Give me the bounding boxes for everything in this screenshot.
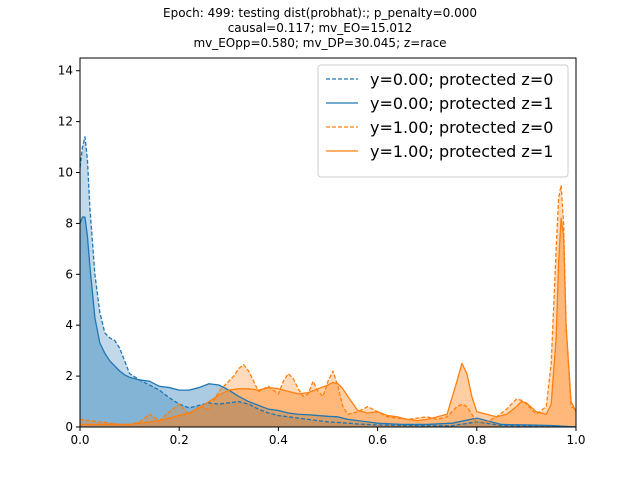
series-area-2 bbox=[80, 217, 576, 427]
y-tick-label-4: 8 bbox=[65, 216, 73, 230]
title-line-3: mv_EOpp=0.580; mv_DP=30.045; z=race bbox=[193, 36, 446, 50]
legend-label-3: y=1.00; protected z=0 bbox=[370, 118, 553, 137]
series-line-2 bbox=[79, 216, 577, 428]
x-tick-label-4: 0.8 bbox=[467, 433, 486, 447]
legend-label-4: y=1.00; protected z=1 bbox=[370, 142, 553, 161]
y-tick-label-0: 0 bbox=[65, 420, 73, 434]
x-tick-label-5: 1.0 bbox=[566, 433, 585, 447]
y-tick-label-5: 10 bbox=[58, 166, 73, 180]
x-tick-label-2: 0.4 bbox=[269, 433, 288, 447]
legend-label-1: y=0.00; protected z=0 bbox=[370, 70, 553, 89]
title-line-2: causal=0.117; mv_EO=15.012 bbox=[228, 21, 413, 35]
y-axis: 0 2 4 6 8 10 12 14 bbox=[58, 64, 80, 434]
x-tick-label-0: 0.0 bbox=[70, 433, 89, 447]
y-tick-label-2: 4 bbox=[65, 318, 73, 332]
x-axis: 0.0 0.2 0.4 0.6 0.8 1.0 bbox=[70, 427, 586, 447]
series-line-4 bbox=[80, 217, 577, 426]
y-tick-label-6: 12 bbox=[58, 115, 73, 129]
title-line-1: Epoch: 499: testing dist(probhat):; p_pe… bbox=[163, 6, 477, 20]
y-tick-label-3: 6 bbox=[65, 267, 73, 281]
x-tick-label-3: 0.6 bbox=[368, 433, 387, 447]
y-tick-label-1: 2 bbox=[65, 369, 73, 383]
density-lines bbox=[79, 136, 577, 428]
y-tick-label-7: 14 bbox=[58, 64, 73, 78]
x-tick-label-1: 0.2 bbox=[170, 433, 189, 447]
legend: y=0.00; protected z=0 y=0.00; protected z… bbox=[317, 64, 569, 178]
series-line-3 bbox=[79, 184, 577, 426]
legend-frame bbox=[317, 64, 569, 178]
series-line-1 bbox=[79, 136, 577, 428]
legend-label-2: y=0.00; protected z=1 bbox=[370, 94, 553, 113]
plot-frame bbox=[79, 57, 577, 428]
chart-title: Epoch: 499: testing dist(probhat):; p_pe… bbox=[163, 6, 477, 50]
series-area-1 bbox=[80, 136, 576, 427]
